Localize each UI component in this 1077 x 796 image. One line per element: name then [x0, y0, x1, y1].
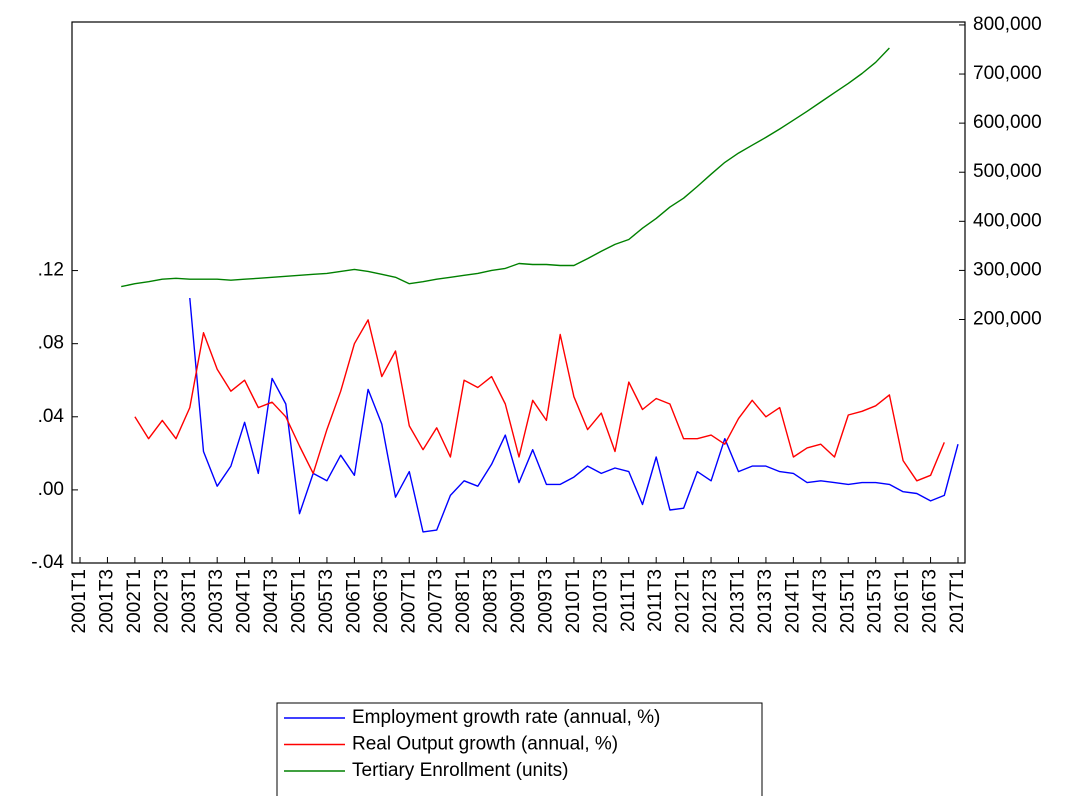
y-tick-label: .12 [38, 260, 64, 281]
x-tick-label: 2007T3 [426, 569, 447, 633]
series-line [121, 47, 890, 288]
y2-tick-label: 600,000 [973, 112, 1042, 133]
x-tick-label: 2006T3 [371, 569, 392, 633]
x-tick-label: 2007T1 [398, 569, 419, 633]
x-tick-label: 2015T3 [865, 569, 886, 633]
x-tick-label: 2016T3 [920, 569, 941, 633]
y-tick-label: .00 [38, 479, 64, 500]
x-tick-label: 2015T1 [837, 569, 858, 633]
x-tick-label: 2002T1 [124, 569, 145, 633]
y2-tick-label: 500,000 [973, 161, 1042, 182]
y2-tick-label: 800,000 [973, 14, 1042, 35]
x-tick-label: 2005T1 [289, 569, 310, 633]
x-tick-label: 2001T3 [96, 569, 117, 633]
x-tick-label: 2001T1 [69, 569, 90, 633]
x-tick-label: 2012T3 [700, 569, 721, 633]
x-tick-label: 2011T1 [618, 569, 639, 632]
x-tick-label: 2004T1 [234, 569, 255, 633]
legend-box [276, 702, 763, 796]
x-tick-label: 2009T3 [535, 569, 556, 633]
x-tick-label: 2010T1 [563, 569, 584, 633]
x-tick-label: 2016T1 [892, 569, 913, 633]
y2-tick-label: 200,000 [973, 309, 1042, 330]
x-tick-label: 2002T3 [151, 569, 172, 633]
x-tick-label: 2005T3 [316, 569, 337, 633]
y-tick-label: .08 [38, 333, 64, 354]
y-tick-label: -.04 [31, 552, 64, 573]
series-line [134, 319, 945, 482]
x-tick-label: 2013T3 [755, 569, 776, 633]
y2-tick-label: 300,000 [973, 259, 1042, 280]
x-tick-label: 2011T3 [645, 569, 666, 632]
x-tick-label: 2008T3 [481, 569, 502, 633]
x-tick-label: 2009T1 [508, 569, 529, 633]
x-tick-label: 2003T3 [206, 569, 227, 633]
x-tick-label: 2004T3 [261, 569, 282, 633]
legend-label: Real Output growth (annual, %) [352, 734, 618, 755]
x-tick-label: 2008T1 [453, 569, 474, 633]
x-tick-label: 2013T1 [728, 569, 749, 633]
x-tick-label: 2003T1 [179, 569, 200, 633]
legend-label: Tertiary Enrollment (units) [352, 760, 568, 781]
x-tick-label: 2014T1 [782, 569, 803, 633]
x-tick-label: 2012T1 [673, 569, 694, 633]
x-tick-label: 2017T1 [947, 569, 968, 633]
x-tick-label: 2006T1 [343, 569, 364, 633]
y-tick-label: .04 [38, 406, 65, 427]
series-line [189, 297, 959, 533]
x-tick-label: 2010T3 [590, 569, 611, 633]
y2-tick-label: 400,000 [973, 210, 1042, 231]
x-tick-label: 2014T3 [810, 569, 831, 633]
legend-label: Employment growth rate (annual, %) [352, 707, 660, 728]
y2-tick-label: 700,000 [973, 63, 1042, 84]
